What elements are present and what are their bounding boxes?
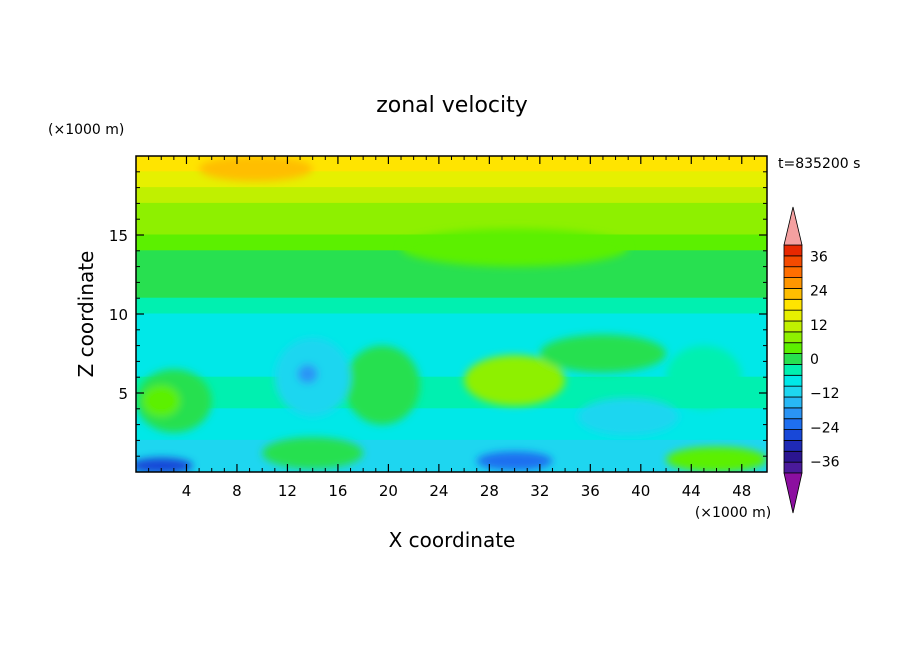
colorbar-label-4: −12 [810, 386, 840, 402]
colorbar: 36 24 12 0 −12 −24 −36 [783, 206, 840, 514]
contour-feature-8 [297, 364, 318, 384]
colorbar-swatch-0 [783, 461, 803, 474]
colorbar-swatch-5 [783, 407, 803, 420]
x-tick-label-8: 36 [581, 482, 600, 500]
y-tick-label-2: 15 [109, 227, 128, 245]
colorbar-swatch-17 [783, 277, 803, 289]
contour-feature-14 [666, 345, 742, 409]
colorbar-label-1: 24 [810, 284, 828, 300]
colorbar-label-2: 12 [810, 318, 828, 334]
contour-feature-9 [577, 397, 679, 436]
x-unit-label: (×1000 m) [695, 505, 771, 521]
contour-feature-15 [539, 334, 667, 373]
colorbar-swatch-19 [783, 255, 803, 268]
colorbar-over-arrow [783, 206, 803, 246]
contour-band-3 [136, 202, 767, 220]
contour-field [136, 156, 767, 472]
contour-band-4 [136, 218, 767, 236]
x-tick-label-10: 44 [682, 482, 701, 500]
contour-band-9 [136, 297, 767, 315]
y-tick-label-0: 5 [118, 385, 128, 403]
colorbar-swatch-8 [783, 374, 803, 387]
contour-band-8 [136, 281, 767, 299]
x-tick-label-1: 8 [232, 482, 242, 500]
colorbar-swatch-12 [783, 331, 803, 344]
x-tick-label-7: 32 [530, 482, 549, 500]
colorbar-swatch-3 [783, 429, 803, 441]
x-tick-label-2: 12 [278, 482, 297, 500]
colorbar-swatch-7 [783, 385, 803, 398]
colorbar-swatch-15 [783, 298, 803, 311]
contour-feature-12 [262, 437, 364, 469]
contour-band-15 [136, 392, 767, 410]
colorbar-swatch-14 [783, 309, 803, 322]
x-tick-label-3: 16 [328, 482, 347, 500]
y-tick-label-1: 10 [109, 306, 128, 324]
x-tick-label-6: 28 [480, 482, 499, 500]
colorbar-swatch-11 [783, 342, 803, 354]
y-axis-label: Z coordinate [74, 251, 98, 378]
contour-band-11 [136, 329, 767, 347]
x-tick-label-0: 4 [182, 482, 192, 500]
colorbar-swatch-4 [783, 418, 803, 430]
contour-band-12 [136, 345, 767, 362]
colorbar-swatch-1 [783, 450, 803, 463]
contour-feature-1 [401, 228, 629, 267]
x-tick-label-11: 48 [732, 482, 751, 500]
time-label: t=835200 s [778, 156, 860, 172]
contour-band-2 [136, 187, 767, 204]
x-tick-label-4: 20 [379, 482, 398, 500]
contour-feature-3 [483, 366, 547, 395]
y-unit-label: (×1000 m) [48, 122, 124, 138]
colorbar-label-0: 36 [810, 249, 828, 265]
colorbar-swatch-6 [783, 396, 803, 409]
contour-feature-6 [344, 345, 420, 425]
contour-feature-10 [476, 451, 553, 471]
x-tick-label-5: 24 [429, 482, 448, 500]
colorbar-swatch-20 [783, 244, 803, 257]
colorbar-swatch-18 [783, 266, 803, 278]
contour-band-17 [136, 424, 767, 441]
contour-feature-5 [142, 385, 181, 417]
colorbar-swatch-10 [783, 353, 803, 365]
contour-feature-0 [199, 156, 313, 182]
colorbar-swatch-13 [783, 320, 803, 333]
contour-band-10 [136, 313, 767, 331]
colorbar-label-3: 0 [810, 352, 819, 368]
chart-title: zonal velocity [376, 93, 528, 118]
colorbar-label-5: −24 [810, 420, 840, 436]
contour-feature-11 [136, 457, 193, 472]
contour-band-7 [136, 266, 767, 283]
colorbar-swatch-2 [783, 440, 803, 452]
colorbar-swatch-9 [783, 364, 803, 376]
x-axis-label: X coordinate [389, 528, 516, 552]
colorbar-under-arrow [783, 472, 803, 514]
x-tick-label-9: 40 [631, 482, 650, 500]
colorbar-swatch-16 [783, 288, 803, 300]
colorbar-label-6: −36 [810, 455, 840, 471]
